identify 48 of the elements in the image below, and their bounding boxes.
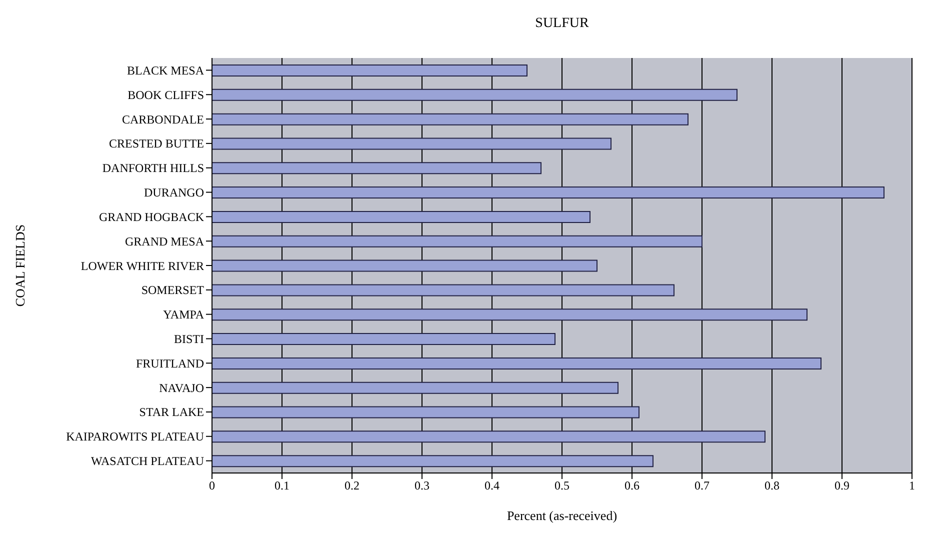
y-tick-label: DANFORTH HILLS [102,161,204,176]
bar [212,308,808,321]
bar [212,186,884,199]
bar [212,406,640,418]
x-tick-label: 0 [209,478,215,493]
y-tick-label: LOWER WHITE RIVER [80,258,204,273]
x-tick-label: 0.8 [764,478,780,493]
bar [212,284,674,296]
x-tick-label: 0.2 [344,478,360,493]
bar [212,113,688,126]
y-tick-label: FRUITLAND [136,356,204,370]
bar [212,210,590,223]
y-tick-label: NAVAJO [159,380,204,395]
y-tick-label: CRESTED BUTTE [109,136,204,151]
x-axis-title: Percent (as-received) [506,508,618,523]
x-tick-label: 0.1 [274,478,290,493]
bar [212,430,766,443]
bar [212,88,738,101]
bar [212,455,654,468]
bar [212,64,528,76]
bar [212,235,702,248]
y-tick-label: WASATCH PLATEAU [90,454,204,468]
bar [212,357,822,370]
y-tick-label: GRAND MESA [124,234,204,248]
bar [212,260,598,272]
chart-title: SULFUR [534,16,590,32]
x-tick-label: 0.6 [624,478,640,493]
y-tick-label: BOOK CLIFFS [128,88,204,102]
x-tick-label: 0.5 [554,478,570,493]
x-tick-label: 0.9 [834,478,850,493]
y-axis-title: COAL FIELDS [12,224,28,307]
x-tick-label: 0.7 [694,478,710,493]
y-tick-label: GRAND HOGBACK [98,210,204,224]
y-tick-label: YAMPA [163,308,204,322]
bar [212,382,618,394]
bar [212,162,542,174]
y-tick-label: KAIPAROWITS PLATEAU [66,430,204,444]
y-tick-label: DURANGO [144,186,204,200]
x-tick-label: 0.3 [414,478,430,493]
x-tick-label: 1 [909,478,915,493]
y-tick-label: BLACK MESA [126,63,204,78]
x-tick-label: 0.4 [484,478,500,493]
y-tick-label: STAR LAKE [139,405,204,420]
y-tick-label: CARBONDALE [122,112,204,126]
y-tick-label: BISTI [174,332,204,346]
bar [212,138,612,150]
bar [212,333,556,346]
y-tick-label: SOMERSET [141,283,205,298]
